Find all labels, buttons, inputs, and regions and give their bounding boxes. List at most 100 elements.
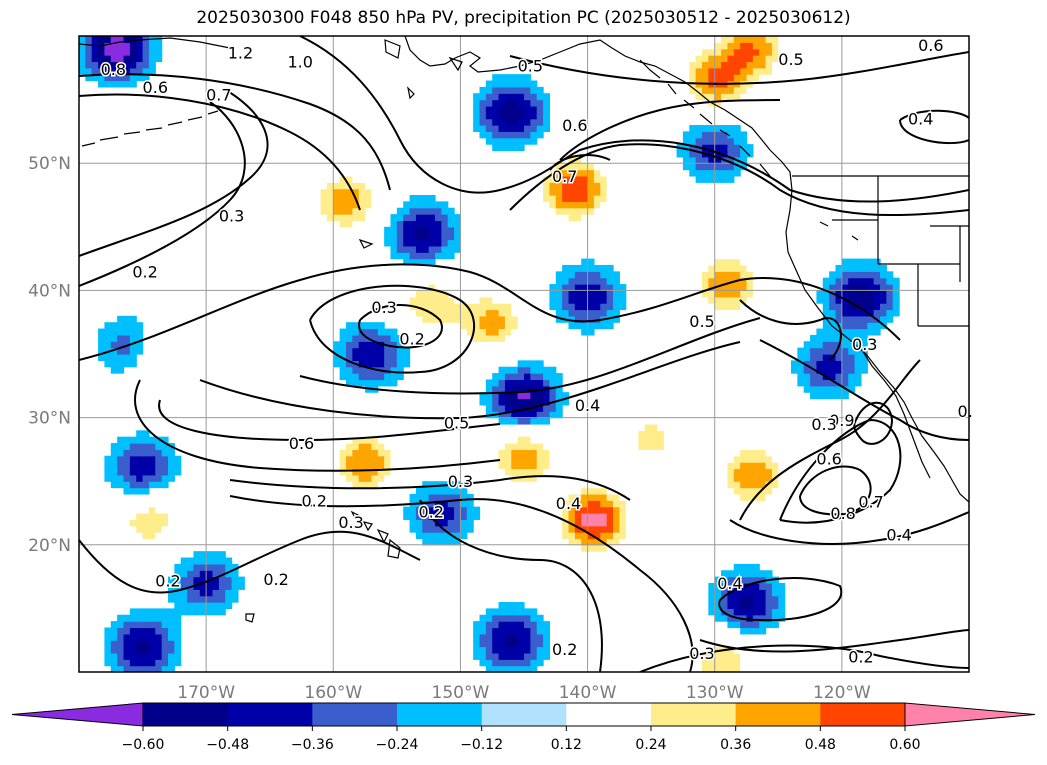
precip-cell xyxy=(511,436,519,444)
precip-cell xyxy=(670,449,678,457)
precip-cell xyxy=(663,423,671,431)
precip-cell xyxy=(727,290,735,298)
contour-label: 1.0 xyxy=(288,52,313,71)
precip-cell xyxy=(187,557,195,565)
precip-cell xyxy=(104,48,112,56)
precip-cell xyxy=(740,493,748,501)
precip-cell xyxy=(714,614,722,622)
precip-cell xyxy=(727,468,735,476)
precip-cell xyxy=(98,36,106,43)
precip-cell xyxy=(384,360,392,368)
precip-cell xyxy=(841,271,849,279)
precip-cell xyxy=(543,195,551,202)
precip-cell xyxy=(682,93,690,101)
precip-cell xyxy=(574,519,582,527)
precip-cell xyxy=(714,264,722,272)
precip-cell xyxy=(860,322,868,330)
precip-cell xyxy=(307,188,315,196)
precip-cell xyxy=(873,303,881,311)
precip-cell xyxy=(206,551,214,559)
precip-cell xyxy=(104,652,112,660)
precip-cell xyxy=(841,373,849,381)
precip-cell xyxy=(339,175,347,183)
precip-cell xyxy=(168,627,175,635)
precip-cell xyxy=(435,513,442,520)
precip-cell xyxy=(473,640,481,648)
precip-cell xyxy=(657,423,665,431)
precip-cell xyxy=(492,455,500,463)
precip-cell xyxy=(396,347,404,355)
precip-cell xyxy=(390,474,398,482)
precip-cell xyxy=(822,347,830,355)
precip-cell xyxy=(733,74,741,82)
precip-cell xyxy=(142,443,150,450)
precip-cell xyxy=(123,468,131,476)
precip-cell xyxy=(498,602,506,609)
precip-cell xyxy=(409,322,417,330)
precip-cell xyxy=(358,354,366,361)
precip-cell xyxy=(110,67,118,75)
precip-cell xyxy=(161,538,169,546)
precip-cell xyxy=(409,525,417,533)
precip-cell xyxy=(168,614,175,622)
precip-cell xyxy=(161,621,169,629)
precip-cell xyxy=(555,373,563,381)
precip-cell xyxy=(733,303,741,311)
precip-cell xyxy=(587,493,595,501)
precip-cell xyxy=(104,341,112,349)
precip-cell xyxy=(390,379,398,387)
precip-cell xyxy=(702,156,709,164)
precip-cell xyxy=(136,519,144,527)
precip-cell xyxy=(129,640,137,648)
precip-cell xyxy=(498,99,506,107)
precip-cell xyxy=(148,436,156,444)
precip-cell xyxy=(714,55,722,63)
pv-contour-02-low xyxy=(358,304,443,349)
precip-cell xyxy=(161,506,169,514)
precip-cell xyxy=(212,608,220,616)
precip-cell xyxy=(123,532,131,540)
precip-cell xyxy=(587,303,595,311)
precip-cell xyxy=(129,48,137,56)
precip-cell xyxy=(714,290,722,298)
precip-cell xyxy=(498,392,506,400)
precip-cell xyxy=(752,258,760,266)
precip-cell xyxy=(727,144,735,152)
precip-cell xyxy=(498,633,506,641)
precip-cell xyxy=(613,309,620,317)
precip-cell xyxy=(606,182,614,190)
precip-cell xyxy=(841,258,849,266)
precip-cell xyxy=(358,214,366,222)
precip-cell xyxy=(860,296,868,304)
precip-cell xyxy=(339,169,347,177)
precip-cell xyxy=(326,188,334,196)
precip-cell xyxy=(428,245,436,253)
pv-contour-02-south xyxy=(229,495,694,672)
colorbar: −0.60 −0.48 −0.36 −0.24 −0.12 0.12 0.24 0.36 0.4… xyxy=(11,702,1036,753)
precip-cell xyxy=(441,284,449,291)
precip-cell xyxy=(778,61,786,69)
precip-cell xyxy=(714,74,722,82)
precip-cell xyxy=(511,627,519,635)
precip-cell xyxy=(117,646,125,654)
precip-cell xyxy=(333,468,341,476)
precip-cell xyxy=(746,42,754,50)
aleutian-islands xyxy=(81,110,219,147)
precip-cell xyxy=(428,328,436,336)
precip-cell xyxy=(714,595,722,603)
contour-label: 0.4 xyxy=(908,110,933,129)
precip-cell xyxy=(714,652,722,660)
precip-cell xyxy=(479,290,487,298)
precip-cell xyxy=(91,36,99,43)
precip-cell xyxy=(384,334,392,342)
precip-cell xyxy=(752,264,760,272)
precip-cell xyxy=(403,309,411,317)
precip-cell xyxy=(632,443,640,450)
precip-cell xyxy=(422,195,430,202)
precip-cell xyxy=(714,125,722,132)
precip-cell xyxy=(174,646,182,654)
pv-contour-mid-outer xyxy=(134,379,501,472)
precip-cell xyxy=(689,271,697,279)
precip-cell xyxy=(530,481,538,489)
precip-cell xyxy=(841,334,849,342)
